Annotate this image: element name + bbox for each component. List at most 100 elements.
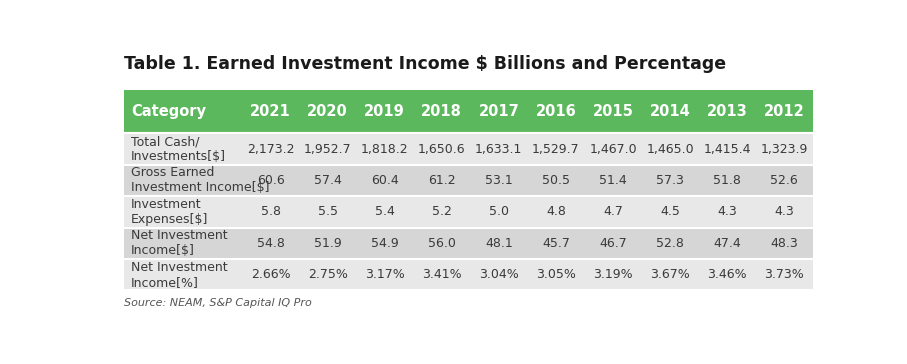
Text: 4.5: 4.5: [660, 205, 680, 218]
Text: 2013: 2013: [707, 104, 747, 119]
Bar: [242, 133, 299, 165]
Text: 60.6: 60.6: [257, 174, 285, 187]
Bar: [299, 90, 356, 133]
Bar: [698, 228, 756, 259]
Text: 5.5: 5.5: [317, 205, 337, 218]
Text: 1,818.2: 1,818.2: [361, 143, 408, 155]
Text: 52.8: 52.8: [656, 237, 684, 250]
Bar: [584, 228, 641, 259]
Text: 4.8: 4.8: [546, 205, 566, 218]
Text: Gross Earned
Investment Income[$]: Gross Earned Investment Income[$]: [131, 166, 269, 194]
Text: 1,650.6: 1,650.6: [418, 143, 465, 155]
Text: 46.7: 46.7: [600, 237, 627, 250]
Text: 5.8: 5.8: [260, 205, 280, 218]
Bar: [527, 196, 584, 228]
Bar: [641, 90, 698, 133]
Bar: [698, 165, 756, 196]
Text: 52.6: 52.6: [770, 174, 798, 187]
Text: 3.04%: 3.04%: [479, 268, 519, 281]
Bar: [584, 133, 641, 165]
Bar: [356, 196, 414, 228]
Text: 3.46%: 3.46%: [707, 268, 747, 281]
Text: 3.67%: 3.67%: [650, 268, 690, 281]
Bar: [471, 196, 527, 228]
Text: 51.4: 51.4: [600, 174, 627, 187]
Bar: [756, 90, 813, 133]
Bar: [756, 165, 813, 196]
Text: Source: NEAM, S&P Capital IQ Pro: Source: NEAM, S&P Capital IQ Pro: [124, 298, 312, 308]
Text: 3.41%: 3.41%: [422, 268, 462, 281]
Text: 4.7: 4.7: [603, 205, 623, 218]
Text: 54.9: 54.9: [371, 237, 398, 250]
Bar: [356, 133, 414, 165]
Text: 54.8: 54.8: [257, 237, 285, 250]
Text: 57.4: 57.4: [314, 174, 342, 187]
Text: 1,529.7: 1,529.7: [532, 143, 580, 155]
Bar: [242, 196, 299, 228]
Bar: [698, 133, 756, 165]
Bar: [584, 259, 641, 290]
Text: 47.4: 47.4: [713, 237, 741, 250]
Text: 4.3: 4.3: [775, 205, 795, 218]
Bar: [414, 165, 471, 196]
Text: 2.75%: 2.75%: [307, 268, 347, 281]
Text: 3.17%: 3.17%: [365, 268, 405, 281]
Bar: [356, 259, 414, 290]
Text: 4.3: 4.3: [717, 205, 737, 218]
Bar: [414, 259, 471, 290]
Bar: [414, 133, 471, 165]
Bar: [698, 259, 756, 290]
Text: 1,323.9: 1,323.9: [761, 143, 808, 155]
Text: 51.8: 51.8: [713, 174, 741, 187]
Text: 2020: 2020: [307, 104, 348, 119]
Text: 50.5: 50.5: [542, 174, 570, 187]
Bar: [299, 133, 356, 165]
Text: 48.1: 48.1: [485, 237, 512, 250]
Bar: [414, 90, 471, 133]
Bar: [471, 165, 527, 196]
Bar: [641, 165, 698, 196]
Bar: [641, 196, 698, 228]
Bar: [698, 90, 756, 133]
Text: 57.3: 57.3: [656, 174, 684, 187]
Text: 3.05%: 3.05%: [536, 268, 576, 281]
Text: 2016: 2016: [535, 104, 576, 119]
Bar: [756, 259, 813, 290]
Text: 2019: 2019: [365, 104, 405, 119]
Text: 1,633.1: 1,633.1: [475, 143, 522, 155]
Text: 2,173.2: 2,173.2: [247, 143, 294, 155]
Text: 3.73%: 3.73%: [765, 268, 805, 281]
Bar: [641, 228, 698, 259]
Text: 2021: 2021: [250, 104, 291, 119]
Bar: [299, 196, 356, 228]
Bar: [414, 196, 471, 228]
Bar: [698, 196, 756, 228]
Bar: [356, 90, 414, 133]
Bar: [527, 259, 584, 290]
Text: Investment
Expenses[$]: Investment Expenses[$]: [131, 198, 209, 226]
Text: 2014: 2014: [649, 104, 690, 119]
Text: Net Investment
Income[%]: Net Investment Income[%]: [131, 261, 228, 289]
Text: 5.0: 5.0: [489, 205, 509, 218]
Text: 3.19%: 3.19%: [593, 268, 633, 281]
Bar: [242, 228, 299, 259]
Bar: [414, 228, 471, 259]
Text: 5.2: 5.2: [432, 205, 452, 218]
Text: 2017: 2017: [479, 104, 519, 119]
Bar: [471, 133, 527, 165]
Text: 1,467.0: 1,467.0: [590, 143, 637, 155]
Bar: [299, 259, 356, 290]
Bar: [356, 228, 414, 259]
Bar: [527, 165, 584, 196]
Bar: [527, 90, 584, 133]
Bar: [527, 228, 584, 259]
Text: 5.4: 5.4: [375, 205, 395, 218]
Bar: [299, 165, 356, 196]
Bar: [356, 165, 414, 196]
Bar: [584, 90, 641, 133]
Text: Net Investment
Income[$]: Net Investment Income[$]: [131, 229, 228, 257]
Text: 45.7: 45.7: [542, 237, 570, 250]
Bar: [242, 165, 299, 196]
Text: 1,465.0: 1,465.0: [647, 143, 694, 155]
Bar: [242, 259, 299, 290]
